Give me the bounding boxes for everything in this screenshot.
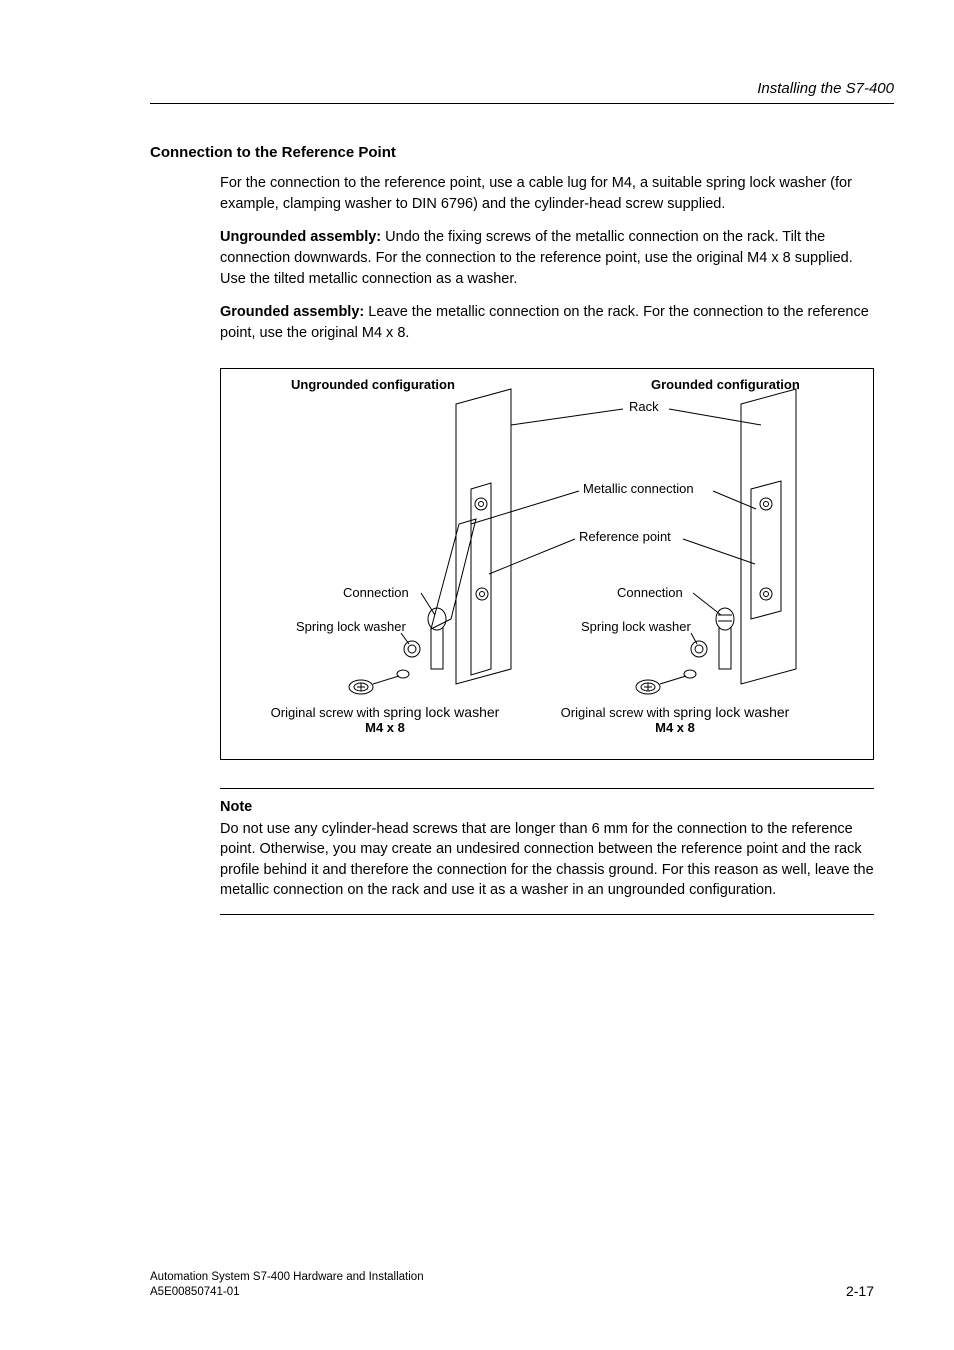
configuration-diagram: Ungrounded configuration Grounded config… [220,368,874,760]
footer-line1: Automation System S7-400 Hardware and In… [150,1271,424,1283]
note-heading: Note [220,799,874,815]
note-text: Do not use any cylinder-head screws that… [220,819,874,900]
p3-bold: Grounded assembly: [220,304,364,320]
paragraph-1: For the connection to the reference poin… [220,173,874,215]
note-block: Note Do not use any cylinder-head screws… [220,788,874,915]
page-footer: Automation System S7-400 Hardware and In… [150,1270,874,1300]
paragraph-3: Grounded assembly: Leave the metallic co… [220,302,874,344]
p2-bold: Ungrounded assembly: [220,229,381,245]
page-number: 2-17 [846,1282,874,1300]
paragraph-2: Ungrounded assembly: Undo the fixing scr… [220,227,874,290]
chapter-header: Installing the S7-400 [150,80,894,104]
footer-line2: A5E00850741-01 [150,1286,240,1298]
section-heading: Connection to the Reference Point [150,144,894,161]
diagram-svg [221,369,851,759]
